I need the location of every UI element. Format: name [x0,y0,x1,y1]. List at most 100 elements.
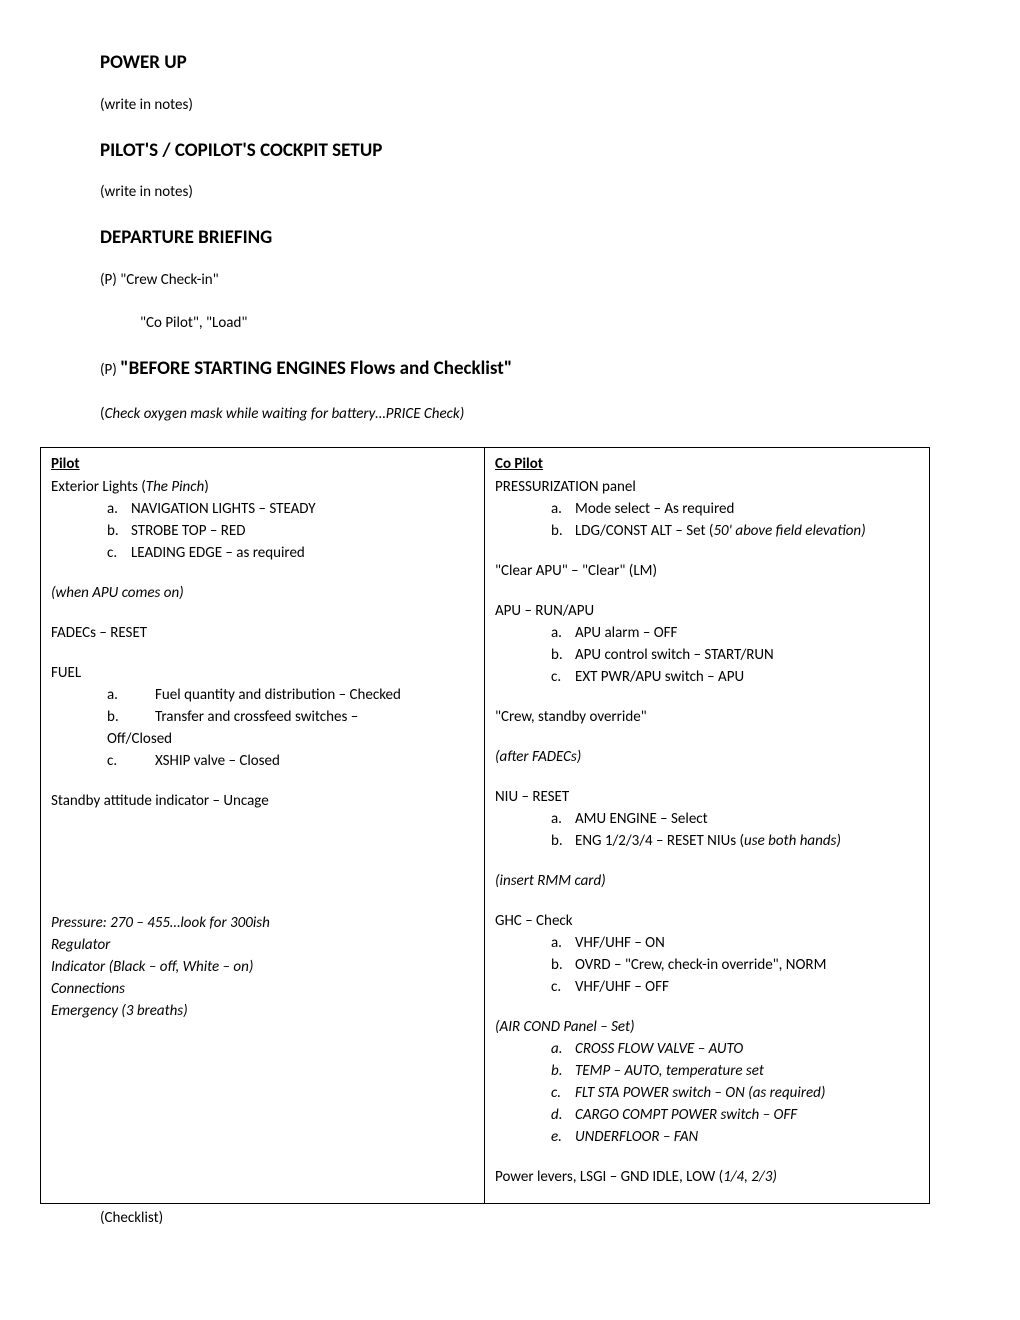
fadecs: FADECs – RESET [51,623,474,644]
apu-a-text: APU alarm – OFF [575,624,677,642]
fuel-a-text: Fuel quantity and distribution – Checked [155,686,401,704]
niu-a-text: AMU ENGINE – Select [575,810,708,828]
label-b: b. [107,521,131,542]
pilot-header: Pilot [51,454,474,475]
apu-label-b: b. [551,645,575,666]
standby: Standby attitude indicator – Uncage [51,791,474,812]
crew-checkin: (P) "Crew Check-in" [100,270,920,291]
fuel-c-text: XSHIP valve – Closed [155,752,280,770]
regulator: Regulator [51,935,474,956]
ghc-label-a: a. [551,933,575,954]
ghc-a-text: VHF/UHF – ON [575,934,665,952]
departure-title: DEPARTURE BRIEFING [100,225,920,252]
fuel: FUEL [51,663,474,684]
fuel-b-line2: Off/Closed [107,729,474,750]
after-fadecs: (after FADECs) [495,747,919,768]
copilot-load: "Co Pilot", "Load" [140,313,920,334]
footer-checklist: (Checklist) [100,1208,920,1229]
copilot-column: Co Pilot PRESSURIZATION panel a.Mode sel… [485,448,929,1203]
niu-b-prefix: ENG 1/2/3/4 – RESET NIUs ( [575,832,744,850]
ghc-label-c: c. [551,977,575,998]
press-panel: PRESSURIZATION panel [495,477,919,498]
air-c-text: FLT STA POWER switch – ON (as required) [575,1084,825,1102]
fuel-c: c.XSHIP valve – Closed [107,751,474,772]
oxygen-note: (Check oxygen mask while waiting for bat… [100,404,920,425]
pilot-column: Pilot Exterior Lights (The Pinch) a.NAVI… [41,448,485,1203]
insert-rmm: (insert RMM card) [495,871,919,892]
air-label-a: a. [551,1039,575,1060]
power-levers: Power levers, LSGI – GND IDLE, LOW (1/4,… [495,1167,919,1188]
ghc-b: b.OVRD – "Crew, check-in override", NORM [551,955,919,976]
air-e: e.UNDERFLOOR – FAN [551,1127,919,1148]
apu-run: APU – RUN/APU [495,601,919,622]
press-b-prefix: LDG/CONST ALT – Set ( [575,522,713,540]
niu-label-a: a. [551,809,575,830]
before-start-title: "BEFORE STARTING ENGINES Flows and Check… [120,357,512,380]
air-b-text: TEMP – AUTO, temperature set [575,1062,764,1080]
pressure: Pressure: 270 – 455…look for 300ish [51,913,474,934]
pilot-b: b.STROBE TOP – RED [107,521,474,542]
power-up-note: (write in notes) [100,95,920,116]
fuel-label-b: b. [107,707,155,728]
ghc-label-b: b. [551,955,575,976]
ghc-c: c.VHF/UHF – OFF [551,977,919,998]
pilot-c: c.LEADING EDGE – as required [107,543,474,564]
apu-label-a: a. [551,623,575,644]
press-b: b.LDG/CONST ALT – Set (50' above field e… [551,521,919,542]
exterior-lights: Exterior Lights (The Pinch) [51,477,474,498]
clear-apu: "Clear APU" – "Clear" (LM) [495,561,919,582]
niu-b: b.ENG 1/2/3/4 – RESET NIUs (use both han… [551,831,919,852]
air-cond: (AIR COND Panel – Set) [495,1017,919,1038]
air-e-text: UNDERFLOOR – FAN [575,1128,698,1146]
air-d-text: CARGO COMPT POWER switch – OFF [575,1106,797,1124]
ghc-a: a.VHF/UHF – ON [551,933,919,954]
ghc-c-text: VHF/UHF – OFF [575,978,669,996]
oxygen-note-text: Check oxygen mask while waiting for batt… [105,405,465,423]
ghc: GHC – Check [495,911,919,932]
power-levers-prefix: Power levers, LSGI – GND IDLE, LOW ( [495,1168,723,1186]
air-d: d.CARGO COMPT POWER switch – OFF [551,1105,919,1126]
press-label-b: b. [551,521,575,542]
pilot-a-text: NAVIGATION LIGHTS – STEADY [131,500,316,518]
pilot-c-text: LEADING EDGE – as required [131,544,305,562]
niu-b-italic: use both hands) [744,832,841,850]
indicator: Indicator (Black – off, White – on) [51,957,474,978]
crew-standby: "Crew, standby override" [495,707,919,728]
apu-c-text: EXT PWR/APU switch – APU [575,668,744,686]
apu-label-c: c. [551,667,575,688]
press-b-italic: 50' above field elevation) [713,522,865,540]
copilot-header: Co Pilot [495,454,919,475]
press-a-text: Mode select – As required [575,500,734,518]
ext-lights-italic: The Pinch [146,478,204,496]
cockpit-setup-title: PILOT'S / COPILOT'S COCKPIT SETUP [100,138,920,165]
air-label-d: d. [551,1105,575,1126]
cockpit-setup-note: (write in notes) [100,182,920,203]
air-b: b.TEMP – AUTO, temperature set [551,1061,919,1082]
air-a-text: CROSS FLOW VALVE – AUTO [575,1040,743,1058]
air-label-b: b. [551,1061,575,1082]
fuel-b: b.Transfer and crossfeed switches – [107,707,474,728]
apu-note: (when APU comes on) [51,583,474,604]
fuel-label-c: c. [107,751,155,772]
air-c: c.FLT STA POWER switch – ON (as required… [551,1083,919,1104]
niu-label-b: b. [551,831,575,852]
air-label-e: e. [551,1127,575,1148]
label-c: c. [107,543,131,564]
press-a: a.Mode select – As required [551,499,919,520]
power-up-title: POWER UP [100,50,920,77]
fuel-a: a.Fuel quantity and distribution – Check… [107,685,474,706]
fuel-b-prefix: Transfer and crossfeed switches – [155,708,358,726]
ext-lights-suffix: ) [204,478,209,496]
emergency: Emergency (3 breaths) [51,1001,474,1022]
ext-lights-prefix: Exterior Lights ( [51,478,146,496]
connections: Connections [51,979,474,1000]
ghc-b-text: OVRD – "Crew, check-in override", NORM [575,956,826,974]
press-label-a: a. [551,499,575,520]
air-a: a.CROSS FLOW VALVE – AUTO [551,1039,919,1060]
power-levers-italic: 1/4, 2/3) [723,1168,777,1186]
apu-a: a.APU alarm – OFF [551,623,919,644]
apu-c: c.EXT PWR/APU switch – APU [551,667,919,688]
apu-b: b.APU control switch – START/RUN [551,645,919,666]
niu: NIU – RESET [495,787,919,808]
apu-b-text: APU control switch – START/RUN [575,646,774,664]
